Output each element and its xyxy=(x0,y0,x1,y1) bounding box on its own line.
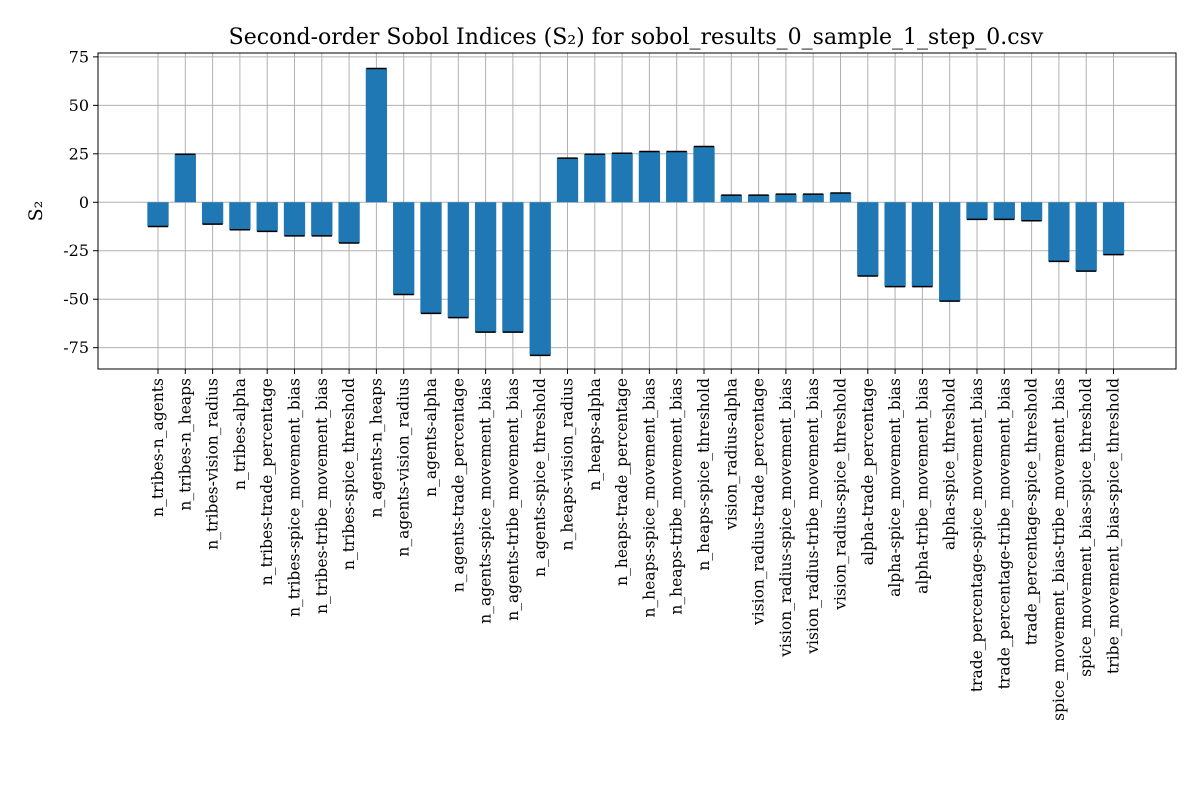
bar xyxy=(147,202,169,227)
x-tick-label: n_agents-vision_radius xyxy=(395,378,413,557)
x-tick-label: n_agents-spice_threshold xyxy=(531,378,549,577)
y-axis-label: S₂ xyxy=(25,201,47,222)
bar xyxy=(1048,202,1070,262)
x-tick-label: n_heaps-trade_percentage xyxy=(613,378,631,586)
bar xyxy=(283,202,306,236)
x-tick-label: vision_radius-tribe_movement_bias xyxy=(804,378,822,655)
x-tick-label: n_agents-spice_movement_bias xyxy=(477,378,495,624)
bar xyxy=(447,202,469,318)
x-tick-label: n_heaps-alpha xyxy=(586,378,604,491)
chart-title: Second-order Sobol Indices (S₂) for sobo… xyxy=(229,25,1044,50)
x-tick-label: n_tribes-trade_percentage xyxy=(258,378,276,585)
x-tick-label: n_tribes-vision_radius xyxy=(204,378,222,550)
bar xyxy=(857,202,879,276)
x-tick-label: trade_percentage-tribe_movement_bias xyxy=(995,378,1013,689)
bar xyxy=(993,202,1015,220)
bar xyxy=(502,202,524,333)
y-tick-label: 50 xyxy=(69,96,89,115)
x-tick-label: n_heaps-spice_movement_bias xyxy=(640,378,658,618)
bar xyxy=(529,202,551,356)
bar xyxy=(611,153,633,203)
plot-frame xyxy=(97,52,1177,370)
x-tick-label: n_tribes-n_heaps xyxy=(176,378,194,511)
bar xyxy=(393,202,415,295)
bar xyxy=(939,202,961,302)
bar xyxy=(338,202,360,243)
y-tick-label: 25 xyxy=(69,144,89,163)
x-tick-label: n_heaps-tribe_movement_bias xyxy=(668,378,686,615)
bar xyxy=(666,151,688,203)
bar xyxy=(829,192,852,203)
x-tick-label: n_agents-tribe_movement_bias xyxy=(504,378,522,621)
bar xyxy=(556,158,579,203)
bar xyxy=(911,202,934,287)
x-tick-label: n_tribes-n_agents xyxy=(149,378,167,517)
bar xyxy=(584,154,606,203)
y-ticks: -75 -50 -25 0 25 50 75 xyxy=(63,47,98,357)
x-tick-label: n_agents-alpha xyxy=(422,378,440,497)
bar xyxy=(966,202,988,220)
x-tick-label: spice_movement_bias-spice_threshold xyxy=(1077,378,1095,677)
bar xyxy=(256,202,278,232)
x-tick-label: vision_radius-spice_threshold xyxy=(832,378,850,611)
y-tick-label: -75 xyxy=(63,338,89,357)
y-tick-label: -25 xyxy=(63,241,89,260)
x-tick-label: vision_radius-trade_percentage xyxy=(750,378,768,626)
x-tick-label: n_agents-n_heaps xyxy=(367,378,385,518)
x-ticks: n_tribes-n_agents n_tribes-n_heaps n_tribe… xyxy=(149,369,1123,721)
bar xyxy=(311,202,333,236)
y-tick-label: 75 xyxy=(69,47,89,66)
bar xyxy=(1075,202,1097,272)
bar xyxy=(1020,202,1043,221)
y-tick-label: -50 xyxy=(63,290,89,309)
bar xyxy=(747,195,770,203)
bar xyxy=(775,194,797,203)
bar xyxy=(802,194,824,203)
x-tick-label: tribe_movement_bias-spice_threshold xyxy=(1105,378,1123,674)
bar xyxy=(638,151,661,203)
bar xyxy=(174,154,196,203)
x-tick-label: trade_percentage-spice_threshold xyxy=(1023,378,1041,645)
bar xyxy=(1102,202,1125,255)
x-tick-label: vision_radius-alpha xyxy=(722,378,740,531)
bar xyxy=(474,202,497,333)
x-tick-label: n_tribes-spice_movement_bias xyxy=(286,378,304,617)
x-tick-label: alpha-spice_movement_bias xyxy=(886,378,904,597)
x-tick-label: n_agents-trade_percentage xyxy=(449,378,467,592)
x-tick-label: trade_percentage-spice_movement_bias xyxy=(968,378,986,692)
axes xyxy=(97,52,1177,370)
bar xyxy=(420,202,442,314)
x-tick-label: n_heaps-spice_threshold xyxy=(695,378,713,571)
bar xyxy=(229,202,251,230)
bar xyxy=(884,202,906,287)
x-tick-label: alpha-trade_percentage xyxy=(859,378,877,565)
bar xyxy=(720,195,742,203)
bars xyxy=(147,67,1125,357)
x-tick-label: n_tribes-tribe_movement_bias xyxy=(313,378,331,614)
y-tick-label: 0 xyxy=(79,193,89,212)
x-tick-label: n_heaps-vision_radius xyxy=(559,378,577,550)
x-tick-label: vision_radius-spice_movement_bias xyxy=(777,378,795,658)
x-tick-label: alpha-spice_threshold xyxy=(941,378,959,550)
bar xyxy=(201,202,224,225)
x-tick-label: alpha-tribe_movement_bias xyxy=(913,378,931,594)
x-tick-label: n_tribes-alpha xyxy=(231,378,249,490)
bar xyxy=(693,146,715,203)
x-tick-label: n_tribes-spice_threshold xyxy=(340,378,358,570)
bar xyxy=(365,68,388,203)
x-tick-label: spice_movement_bias-tribe_movement_bias xyxy=(1050,378,1068,721)
